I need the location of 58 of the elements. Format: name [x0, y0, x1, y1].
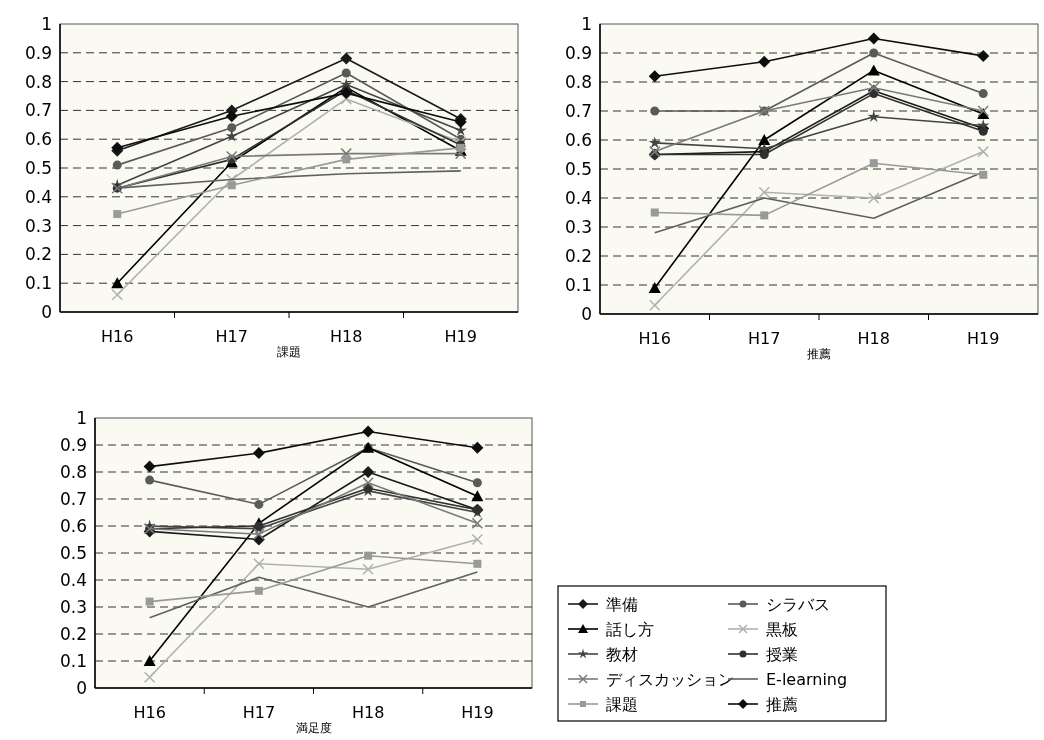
legend-label: E-learning [766, 670, 848, 689]
y-tick-label: 0.9 [24, 42, 52, 63]
legend-label: 教材 [606, 645, 638, 664]
y-tick-label: 0.6 [24, 129, 52, 150]
y-tick-label: 0.3 [59, 597, 87, 617]
legend-label: ディスカッション [606, 670, 734, 689]
y-tick-label: 0.9 [59, 435, 87, 455]
x-tick-label: H18 [330, 327, 363, 346]
x-axis-title: 課題 [277, 345, 301, 359]
y-tick-label: 0.4 [24, 186, 52, 207]
legend-label: 授業 [766, 645, 798, 664]
x-tick-label: H18 [351, 703, 385, 722]
y-tick-label: 0.2 [24, 244, 52, 265]
y-tick-label: 1 [76, 408, 87, 428]
legend-label: 推薦 [766, 695, 798, 714]
y-tick-label: 0.1 [24, 273, 52, 294]
y-tick-label: 0.7 [24, 100, 52, 121]
y-tick-label: 0.2 [564, 246, 592, 266]
y-tick-label: 0.1 [564, 275, 592, 295]
y-tick-label: 0 [76, 678, 87, 698]
legend-label: シラバス [766, 595, 830, 614]
y-tick-label: 0.9 [564, 43, 592, 63]
x-tick-label: H19 [444, 327, 477, 346]
y-tick-label: 0.6 [564, 130, 592, 150]
x-tick-label: H17 [242, 703, 276, 722]
x-tick-label: H18 [857, 329, 890, 348]
x-tick-label: H16 [133, 703, 166, 722]
y-tick-label: 0.2 [59, 624, 87, 644]
x-tick-label: H16 [101, 327, 134, 346]
legend-label: 課題 [606, 695, 638, 714]
y-tick-label: 0.5 [24, 158, 52, 178]
y-tick-label: 0.7 [564, 101, 592, 121]
legend-label: 話し方 [606, 620, 654, 639]
y-tick-label: 0.5 [59, 543, 87, 563]
y-tick-label: 1 [581, 14, 592, 34]
y-tick-label: 0.1 [59, 651, 87, 671]
y-tick-label: 0.7 [59, 489, 87, 509]
x-tick-label: H19 [967, 329, 1000, 348]
y-tick-label: 0.5 [564, 159, 592, 179]
y-tick-label: 0.8 [564, 72, 592, 92]
y-tick-label: 0.3 [24, 215, 52, 236]
x-tick-label: H17 [748, 329, 781, 348]
y-tick-label: 0.8 [59, 462, 87, 482]
legend-label: 準備 [606, 595, 638, 614]
y-tick-label: 0.8 [24, 71, 52, 92]
y-tick-label: 0.3 [564, 217, 592, 237]
y-tick-label: 0 [41, 302, 52, 322]
x-tick-label: H19 [461, 703, 494, 722]
y-tick-label: 0.4 [564, 188, 592, 208]
y-tick-label: 0.6 [59, 516, 87, 536]
x-tick-label: H17 [215, 327, 248, 346]
y-tick-label: 1 [41, 14, 52, 34]
x-tick-label: H16 [638, 329, 671, 348]
x-axis-title: 満足度 [295, 721, 332, 735]
y-tick-label: 0 [581, 304, 592, 324]
legend-label: 黒板 [766, 620, 798, 639]
y-tick-label: 0.4 [59, 570, 87, 590]
x-axis-title: 推薦 [807, 347, 831, 361]
